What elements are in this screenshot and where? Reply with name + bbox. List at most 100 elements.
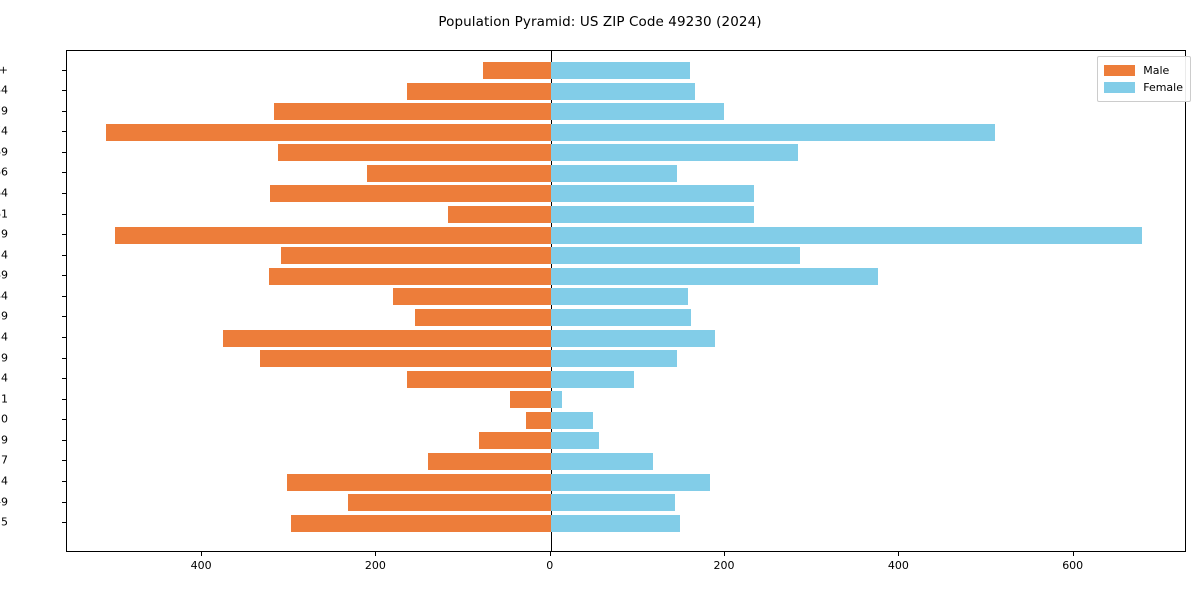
y-axis-tick-mark	[62, 295, 66, 297]
x-axis-tick-label: 0	[546, 559, 554, 572]
bar-male	[526, 411, 551, 429]
y-axis-tick-label: 21	[0, 392, 8, 406]
bar-female	[550, 226, 1142, 244]
legend-swatch-female	[1104, 82, 1136, 93]
bar-male	[392, 288, 551, 306]
y-axis-tick-label: 45-49	[0, 268, 8, 282]
y-axis-tick-mark	[62, 213, 66, 215]
bar-female	[550, 82, 696, 100]
bar-male	[281, 247, 551, 265]
x-axis-tick-mark	[724, 552, 726, 556]
x-axis-tick-label: 400	[887, 559, 909, 572]
y-axis-tick-label: 20	[0, 412, 8, 426]
bar-male	[482, 62, 551, 80]
y-axis-tick-label: 5-9	[0, 495, 8, 509]
y-axis-tick-label: 67-69	[0, 145, 8, 159]
legend-label-male: Male	[1143, 64, 1170, 77]
y-axis-tick-label: 18-19	[0, 433, 8, 447]
x-axis-tick-mark	[201, 552, 203, 556]
y-axis-tick-mark	[62, 131, 66, 133]
bar-female	[550, 247, 800, 265]
bar-male	[427, 452, 551, 470]
plot-area	[66, 50, 1186, 552]
bar-female	[550, 103, 725, 121]
y-axis-tick-mark	[62, 172, 66, 174]
y-axis-tick-label: Under 5	[0, 515, 8, 529]
bar-male	[414, 308, 551, 326]
y-axis-tick-mark	[62, 460, 66, 462]
bar-female	[550, 267, 879, 285]
y-axis-tick-mark	[62, 337, 66, 338]
bar-female	[550, 288, 689, 306]
y-axis-tick-label: 30-34	[0, 330, 8, 344]
y-axis-tick-label: 75-79	[0, 104, 8, 118]
bar-female	[550, 370, 635, 388]
legend-item-male: Male	[1104, 62, 1183, 79]
bar-female	[550, 62, 691, 80]
chart-title: Population Pyramid: US ZIP Code 49230 (2…	[438, 14, 762, 30]
bar-female	[550, 494, 676, 512]
chart-legend[interactable]: Male Female	[1097, 56, 1191, 102]
y-axis-tick-label: 62-64	[0, 186, 8, 200]
x-axis-tick-mark	[1072, 552, 1074, 556]
bar-male	[406, 82, 551, 100]
legend-item-female: Female	[1104, 79, 1183, 96]
y-axis-tick-mark	[62, 357, 66, 359]
bar-male	[277, 144, 551, 162]
bar-male	[259, 350, 551, 368]
y-axis-tick-mark	[62, 192, 66, 194]
x-axis-tick-label: 400	[190, 559, 212, 572]
bar-female	[550, 473, 711, 491]
bar-female	[550, 391, 563, 409]
bar-female	[550, 452, 653, 470]
bar-female	[550, 185, 754, 203]
x-axis-tick-label: 200	[713, 559, 735, 572]
bar-female	[550, 164, 678, 182]
bar-male	[270, 185, 551, 203]
y-axis-tick-mark	[62, 110, 66, 112]
y-axis-tick-mark	[62, 501, 66, 503]
bar-female	[550, 432, 599, 450]
bar-male	[114, 226, 551, 244]
bar-male	[479, 432, 551, 450]
y-axis-tick-mark	[62, 439, 66, 441]
legend-label-female: Female	[1143, 81, 1183, 94]
bar-female	[550, 206, 754, 224]
y-axis-tick-mark	[62, 275, 66, 277]
x-axis-tick-label: 600	[1062, 559, 1084, 572]
y-axis-tick-mark	[62, 398, 66, 400]
y-axis-tick-mark	[62, 316, 66, 318]
y-axis-tick-label: 55-59	[0, 227, 8, 241]
bar-female	[550, 411, 593, 429]
bar-female	[550, 308, 692, 326]
bar-male	[406, 370, 551, 388]
x-axis-tick-label: 200	[364, 559, 386, 572]
y-axis-tick-label: 15-17	[0, 453, 8, 467]
bar-female	[550, 144, 799, 162]
y-axis-tick-label: 80-84	[0, 83, 8, 97]
bar-female	[550, 514, 680, 532]
bar-male	[366, 164, 551, 182]
y-axis-tick-label: 50-54	[0, 248, 8, 262]
x-axis-tick-mark	[898, 552, 900, 556]
bar-female	[550, 329, 715, 347]
x-axis-tick-mark	[549, 552, 551, 556]
bar-male	[291, 514, 551, 532]
y-axis-tick-mark	[62, 69, 66, 71]
y-axis-tick-label: 25-29	[0, 351, 8, 365]
y-axis-tick-mark	[62, 234, 66, 236]
y-axis-tick-mark	[62, 481, 66, 483]
bar-male	[269, 267, 551, 285]
y-axis-tick-mark	[62, 378, 66, 380]
y-axis-tick-label: 65-66	[0, 165, 8, 179]
bar-male	[286, 473, 551, 491]
y-axis-tick-mark	[62, 522, 66, 524]
y-axis-tick-label: 70-74	[0, 124, 8, 138]
y-axis-tick-mark	[62, 90, 66, 92]
bar-male	[447, 206, 551, 224]
bar-female	[550, 123, 996, 141]
bar-male	[273, 103, 551, 121]
bar-male	[509, 391, 551, 409]
bar-male	[106, 123, 551, 141]
